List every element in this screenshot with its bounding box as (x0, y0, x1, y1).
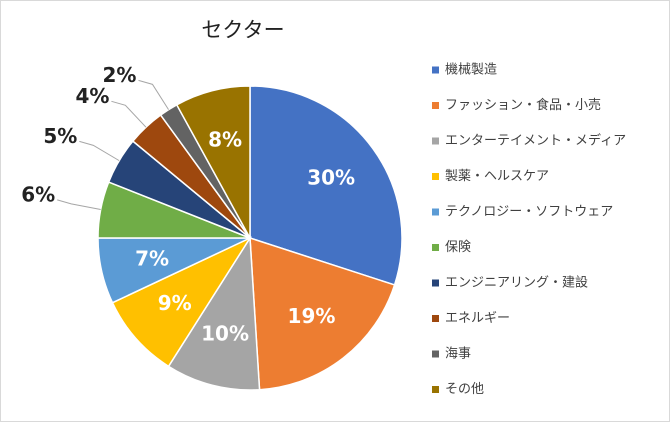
legend-label: その他 (445, 382, 484, 397)
legend-label: エンジニアリング・建設 (445, 275, 588, 291)
data-label: 19% (288, 304, 336, 328)
data-label: 9% (158, 291, 192, 315)
leader-line (79, 140, 120, 162)
legend-label: ファッション・食品・小売 (445, 97, 601, 113)
data-label: 7% (135, 246, 169, 270)
legend-marker (432, 315, 439, 322)
data-label: 2% (103, 63, 137, 87)
legend-marker (432, 279, 439, 287)
legend-marker (432, 102, 439, 109)
legend-marker (432, 173, 439, 180)
pie-slice (167, 235, 261, 391)
chart-title: セクター (201, 18, 284, 42)
leader-line (111, 100, 147, 128)
pie-slice (249, 236, 396, 391)
legend-label: 海事 (445, 347, 471, 362)
legend-label: 保険 (445, 240, 471, 255)
data-label: 5% (43, 124, 77, 148)
data-label: 6% (21, 182, 55, 206)
legend-marker (432, 350, 439, 358)
pie-slice (249, 85, 403, 286)
legend-label: エネルギー (445, 311, 510, 326)
data-label: 10% (201, 322, 249, 346)
data-label: 30% (307, 166, 355, 190)
legend-label: 製薬・ヘルスケア (445, 169, 549, 184)
leader-line (138, 79, 169, 110)
legend-marker (432, 386, 439, 393)
legend-label: エンターテイメント・メディア (445, 133, 626, 149)
legend-marker (432, 137, 439, 145)
legend-marker (432, 208, 439, 216)
pie-slice (111, 236, 253, 368)
legend-label: 機械製造 (445, 63, 497, 78)
legend-marker (432, 66, 439, 74)
pie-slice (175, 85, 251, 239)
data-label: 8% (208, 127, 242, 151)
legend-marker (432, 244, 439, 251)
legend-label: テクノロジー・ソフトウェア (445, 205, 613, 220)
leader-line (57, 199, 101, 211)
data-label: 4% (75, 84, 109, 108)
